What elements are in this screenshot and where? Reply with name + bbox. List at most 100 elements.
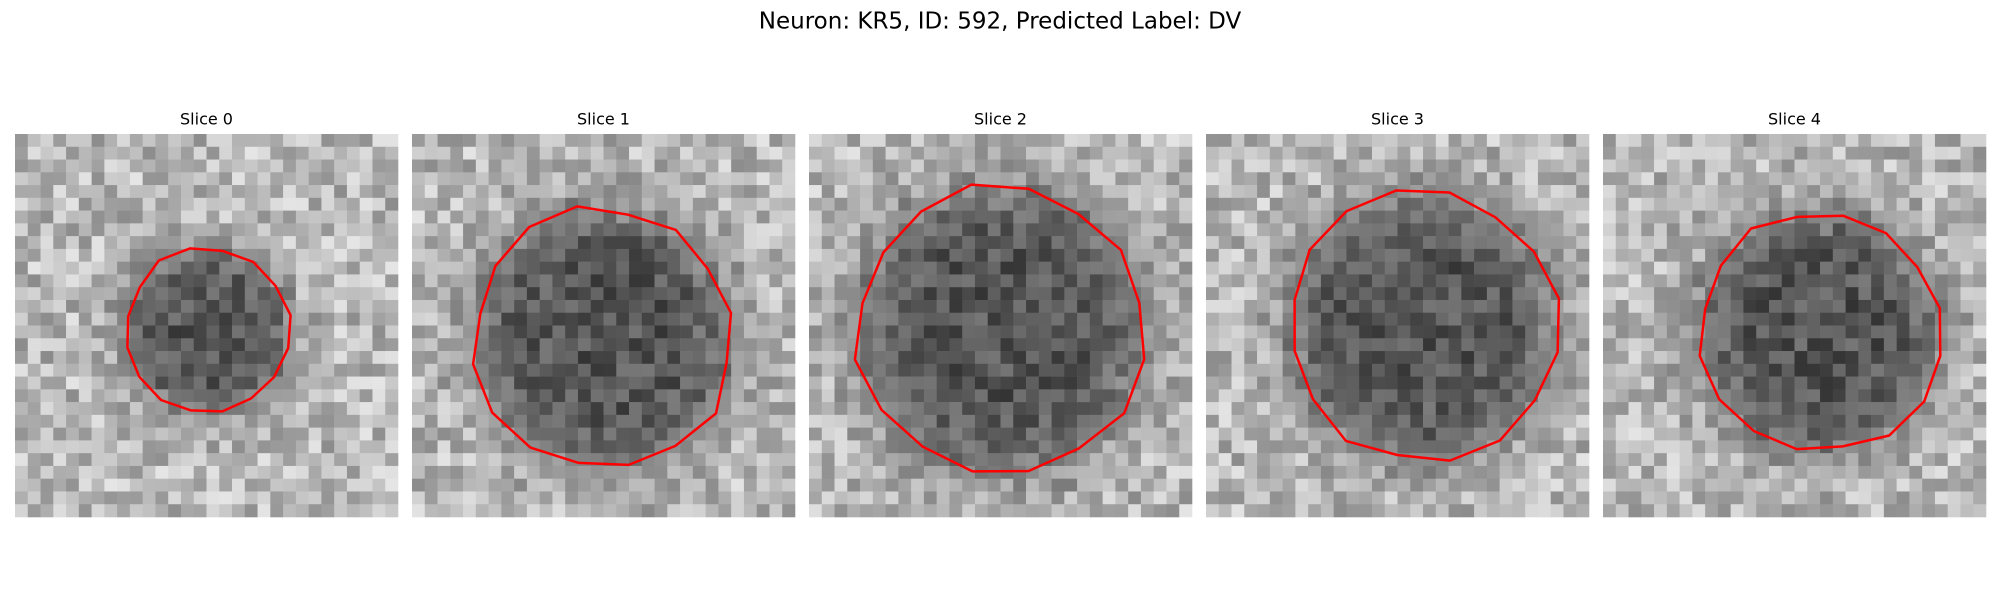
pixel bbox=[283, 185, 297, 199]
pixel bbox=[1128, 465, 1142, 479]
pixel bbox=[1244, 248, 1258, 262]
pixel bbox=[437, 261, 451, 275]
pixel bbox=[1705, 491, 1719, 505]
pixel bbox=[308, 427, 322, 441]
pixel bbox=[1461, 440, 1475, 454]
pixel bbox=[193, 274, 207, 288]
pixel bbox=[1679, 453, 1693, 467]
pixel bbox=[847, 274, 861, 288]
pixel bbox=[1153, 427, 1167, 441]
pixel bbox=[1115, 376, 1129, 390]
pixel bbox=[244, 414, 258, 428]
pixel bbox=[731, 312, 745, 326]
pixel bbox=[552, 146, 566, 160]
pixel bbox=[1537, 453, 1551, 467]
pixel bbox=[1743, 453, 1757, 467]
pixel bbox=[705, 312, 719, 326]
pixel bbox=[1628, 351, 1642, 365]
pixel bbox=[1654, 389, 1668, 403]
pixel bbox=[206, 491, 220, 505]
pixel bbox=[692, 376, 706, 390]
pixel bbox=[1064, 338, 1078, 352]
pixel bbox=[1435, 197, 1449, 211]
pixel bbox=[346, 146, 360, 160]
pixel bbox=[40, 427, 54, 441]
pixel bbox=[1128, 402, 1142, 416]
pixel bbox=[1410, 223, 1424, 237]
pixel bbox=[1231, 287, 1245, 301]
pixel bbox=[450, 504, 464, 518]
pixel bbox=[1140, 134, 1154, 148]
pixel bbox=[1934, 210, 1948, 224]
pixel bbox=[1628, 274, 1642, 288]
pixel bbox=[1206, 261, 1220, 275]
pixel bbox=[1448, 478, 1462, 492]
pixel bbox=[756, 376, 770, 390]
pixel bbox=[680, 185, 694, 199]
pixel bbox=[1423, 389, 1437, 403]
pixel bbox=[1756, 376, 1770, 390]
pixel bbox=[1717, 363, 1731, 377]
pixel bbox=[885, 504, 899, 518]
pixel bbox=[283, 453, 297, 467]
pixel bbox=[488, 159, 502, 173]
pixel bbox=[1474, 134, 1488, 148]
pixel bbox=[1960, 504, 1974, 518]
pixel bbox=[53, 414, 67, 428]
pixel bbox=[1845, 363, 1859, 377]
pixel bbox=[1320, 427, 1334, 441]
pixel bbox=[1346, 478, 1360, 492]
pixel bbox=[1512, 351, 1526, 365]
pixel bbox=[1179, 363, 1193, 377]
pixel bbox=[1679, 210, 1693, 224]
pixel bbox=[1244, 491, 1258, 505]
pixel bbox=[142, 376, 156, 390]
pixel bbox=[834, 325, 848, 339]
pixel bbox=[1871, 274, 1885, 288]
pixel bbox=[809, 376, 823, 390]
pixel bbox=[1359, 453, 1373, 467]
pixel bbox=[539, 478, 553, 492]
pixel bbox=[1794, 363, 1808, 377]
pixel bbox=[1320, 185, 1334, 199]
pixel bbox=[860, 210, 874, 224]
pixel bbox=[552, 299, 566, 314]
pixel bbox=[1051, 134, 1065, 148]
pixel bbox=[180, 223, 195, 237]
pixel bbox=[1218, 325, 1232, 339]
pixel bbox=[1051, 236, 1065, 250]
pixel bbox=[104, 376, 118, 390]
pixel bbox=[1026, 504, 1040, 518]
pixel bbox=[860, 389, 874, 403]
pixel bbox=[1692, 134, 1706, 148]
pixel bbox=[1550, 299, 1564, 314]
pixel bbox=[295, 159, 309, 173]
pixel bbox=[334, 159, 348, 173]
pixel bbox=[885, 389, 899, 403]
pixel bbox=[616, 159, 630, 173]
pixel bbox=[1883, 172, 1897, 186]
pixel bbox=[1000, 197, 1014, 211]
pixel bbox=[168, 210, 182, 224]
pixel bbox=[1448, 414, 1462, 428]
pixel bbox=[1896, 146, 1910, 160]
pixel bbox=[911, 261, 925, 275]
pixel bbox=[1346, 172, 1360, 186]
pixel bbox=[1628, 465, 1642, 479]
pixel bbox=[463, 402, 477, 416]
pixel bbox=[629, 402, 643, 416]
pixel bbox=[180, 274, 195, 288]
pixel bbox=[155, 261, 169, 275]
pixel bbox=[1000, 146, 1014, 160]
pixel bbox=[1153, 197, 1167, 211]
pixel bbox=[1705, 197, 1719, 211]
pixel bbox=[731, 299, 745, 314]
pixel bbox=[1384, 146, 1398, 160]
pixel bbox=[1231, 172, 1245, 186]
pixel bbox=[1845, 338, 1859, 352]
pixel bbox=[1013, 478, 1027, 492]
pixel bbox=[15, 134, 29, 148]
pixel bbox=[1896, 312, 1910, 326]
pixel bbox=[872, 478, 886, 492]
pixel bbox=[104, 504, 118, 518]
